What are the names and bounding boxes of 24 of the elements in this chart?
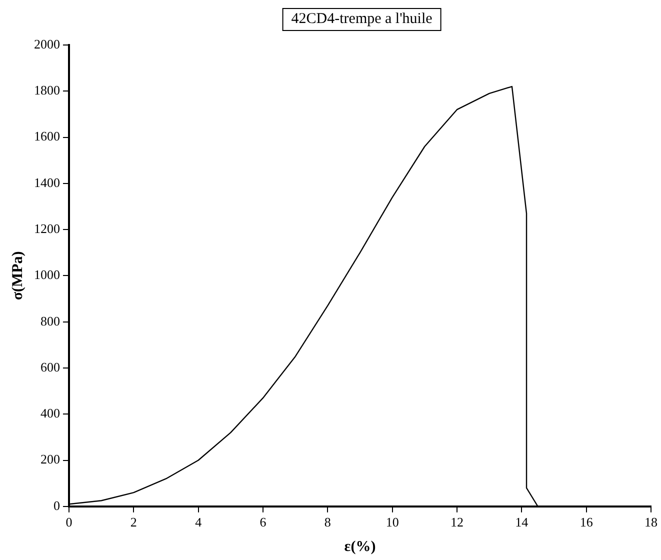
chart-title: 42CD4-trempe a l'huile: [282, 8, 442, 31]
y-tick-label: 400: [40, 406, 60, 421]
y-tick-label: 1800: [34, 82, 60, 98]
y-tick-label: 1400: [34, 174, 60, 190]
y-tick-label: 200: [40, 452, 60, 467]
x-tick-label: 6: [260, 514, 267, 530]
x-tick-label: 0: [66, 514, 72, 530]
x-tick-label: 2: [130, 514, 137, 530]
x-tick-label: 10: [386, 514, 399, 530]
y-tick-label: 2000: [34, 36, 60, 52]
x-tick-label: 4: [195, 514, 202, 530]
x-tick-label: 8: [324, 514, 331, 530]
x-tick-label: 14: [515, 514, 529, 530]
y-axis-title: σ(MPa): [10, 251, 26, 300]
x-tick-label: 12: [450, 514, 464, 530]
y-tick-label: 800: [40, 313, 60, 328]
y-tick-label: 600: [40, 359, 60, 374]
x-axis-title: ε(%): [344, 538, 376, 555]
x-tick-label: 18: [644, 514, 658, 530]
y-tick-label: 1200: [34, 220, 60, 236]
x-tick-label: 16: [580, 514, 594, 530]
y-tick-label: 0: [54, 498, 60, 513]
y-tick-label: 1000: [34, 267, 60, 282]
y-tick-label: 1600: [34, 128, 60, 144]
